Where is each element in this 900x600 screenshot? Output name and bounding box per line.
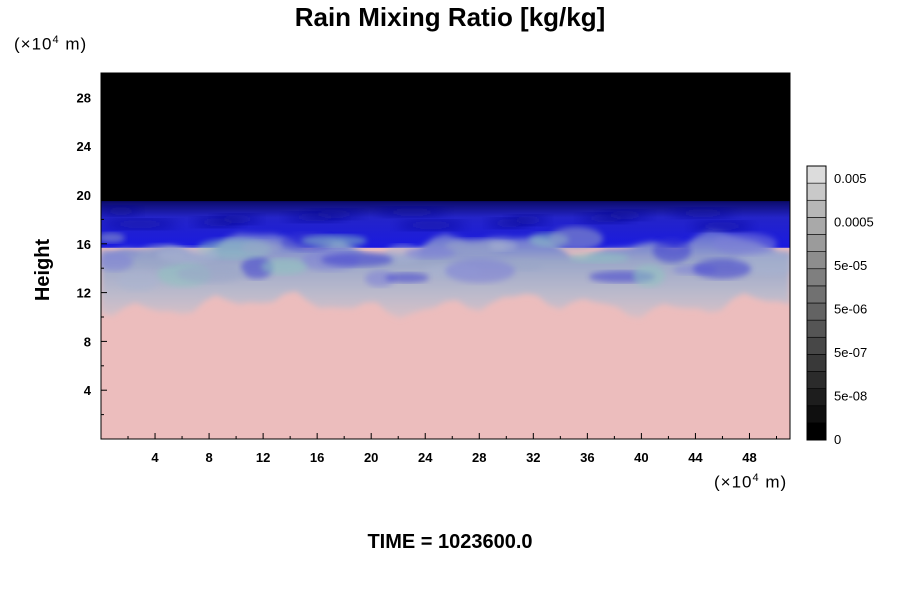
x-tick-label: 20: [364, 450, 378, 465]
mixing-swirl: [713, 232, 777, 255]
mixing-swirl: [321, 252, 393, 267]
transition-swirl: [671, 208, 735, 219]
colorbar: 0.005 0.0005 5e-05 5e-06 5e-07 5e-08 0: [806, 165, 874, 447]
colorbar-level: [806, 268, 827, 287]
x-tick-label: 12: [256, 450, 270, 465]
mixing-swirl: [101, 252, 133, 271]
y-tick-label: 24: [77, 139, 92, 154]
x-tick-label: 28: [472, 450, 486, 465]
x-tick-label: 48: [742, 450, 756, 465]
mixing-swirl: [405, 246, 455, 259]
mixing-swirl: [489, 240, 517, 251]
colorbar-level: [806, 422, 827, 441]
transition-swirl: [691, 221, 753, 232]
transition-swirl: [397, 220, 465, 231]
colorbar-level: [806, 285, 827, 304]
colorbar-label: 0.005: [834, 171, 867, 186]
mixing-swirl: [241, 240, 281, 255]
transition-swirl: [103, 219, 177, 230]
colorbar-level: [806, 388, 827, 407]
mixing-swirl: [445, 238, 507, 255]
x-tick-label: 16: [310, 450, 324, 465]
colorbar-level: [806, 251, 827, 270]
colorbar-level: [806, 371, 827, 389]
colorbar-level: [806, 354, 827, 372]
x-tick-label: 4: [151, 450, 159, 465]
colorbar-level: [806, 234, 827, 252]
y-tick-label: 28: [77, 90, 91, 105]
mixing-swirl: [157, 246, 219, 263]
colorbar-label: 5e-07: [834, 345, 867, 360]
x-tick-label: 8: [205, 450, 212, 465]
colorbar-level: [806, 199, 827, 218]
transition-swirl: [377, 207, 447, 218]
transition-swirl: [213, 214, 261, 225]
colorbar-level: [806, 319, 827, 338]
plot-area: [101, 73, 790, 439]
transition-swirl: [599, 210, 651, 221]
mixing-swirl: [633, 264, 665, 287]
transition-swirl: [507, 215, 549, 226]
mixing-swirl: [653, 238, 691, 263]
colorbar-label: 5e-06: [834, 302, 867, 317]
colorbar-label: 5e-05: [834, 258, 867, 273]
mixing-swirl: [261, 258, 307, 275]
x-tick-label: 44: [688, 450, 703, 465]
mixing-swirl: [301, 234, 367, 247]
colorbar-level: [806, 405, 827, 424]
colorbar-level: [806, 217, 827, 235]
mixing-swirl: [365, 270, 395, 287]
x-tick-label: 32: [526, 450, 540, 465]
mixing-swirl: [549, 226, 603, 251]
colorbar-label: 5e-08: [834, 389, 867, 404]
colorbar-level: [806, 336, 827, 355]
mixing-swirl: [509, 258, 543, 271]
transition-swirl: [101, 206, 141, 217]
y-tick-label: 12: [77, 286, 91, 301]
mixing-swirl: [445, 258, 515, 283]
transition-swirl: [305, 209, 363, 220]
colorbar-frame: [806, 165, 827, 441]
mixing-swirl: [693, 258, 751, 279]
y-tick-label: 16: [77, 237, 91, 252]
mixing-swirl: [101, 232, 125, 243]
colorbar-level: [806, 302, 827, 321]
mixing-swirl: [569, 252, 629, 263]
y-tick-label: 20: [77, 188, 91, 203]
x-tick-label: 24: [418, 450, 433, 465]
colorbar-label: 0.0005: [834, 215, 874, 230]
y-axis: 4 8 12 16 20 24 28: [77, 90, 107, 416]
mixing-swirl: [117, 270, 159, 291]
chart-title: Rain Mixing Ratio [kg/kg]: [294, 2, 606, 32]
x-tick-label: 36: [580, 450, 594, 465]
time-label: TIME = 1023600.0: [367, 531, 533, 553]
x-axis: 4 8 12 16 20 24 28 32 36 40 44 48: [127, 433, 777, 465]
colorbar-level: [806, 182, 827, 201]
layer-upper: [101, 73, 790, 204]
colorbar-level: [806, 165, 827, 184]
mixing-swirl: [177, 264, 245, 283]
colorbar-label: 0: [834, 432, 841, 447]
mixing-swirl: [385, 272, 429, 283]
x-axis-unit: (×104 m): [714, 472, 788, 492]
y-tick-label: 4: [84, 383, 92, 398]
plot-frame: [100, 72, 791, 440]
y-tick-label: 8: [84, 334, 91, 349]
x-tick-label: 40: [634, 450, 648, 465]
y-axis-unit: (×104 m): [14, 34, 88, 54]
